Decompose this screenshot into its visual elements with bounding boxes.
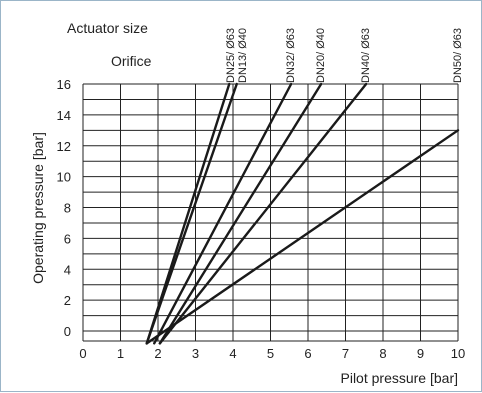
y-tick-label: 4 bbox=[64, 262, 71, 277]
series-label: DN13/ Ø40 bbox=[237, 28, 249, 83]
orifice-header: Orifice bbox=[111, 53, 152, 69]
series-label: DN32/ Ø63 bbox=[285, 28, 297, 83]
actuator-size-header: Actuator size bbox=[67, 20, 148, 36]
series-label: DN40/ Ø63 bbox=[360, 28, 372, 83]
x-tick-label: 9 bbox=[417, 346, 424, 361]
series-lines bbox=[145, 82, 460, 345]
x-tick-label: 7 bbox=[342, 346, 349, 361]
x-tick-label: 0 bbox=[79, 346, 86, 361]
x-tick-label: 6 bbox=[304, 346, 311, 361]
x-tick-label: 4 bbox=[229, 346, 236, 361]
series-line bbox=[158, 82, 323, 345]
y-tick-label: 2 bbox=[64, 293, 71, 308]
series-label: DN25/ Ø63 bbox=[225, 28, 237, 83]
y-tick-label: 16 bbox=[57, 77, 71, 92]
x-tick-label: 10 bbox=[451, 346, 465, 361]
series-line bbox=[153, 82, 293, 345]
x-axis-title: Pilot pressure [bar] bbox=[341, 370, 459, 386]
y-tick-label: 12 bbox=[57, 139, 71, 154]
series-line bbox=[145, 129, 460, 345]
y-tick-label: 0 bbox=[64, 324, 71, 339]
grid bbox=[82, 83, 459, 342]
x-axis-ticks: 0 1 2 3 4 5 6 7 8 9 10 bbox=[79, 346, 465, 361]
y-axis-title: Operating pressure [bar] bbox=[30, 132, 46, 284]
series-label: DN20/ Ø40 bbox=[315, 28, 327, 83]
x-tick-label: 5 bbox=[267, 346, 274, 361]
y-tick-label: 8 bbox=[64, 201, 71, 216]
series-label: DN50/ Ø63 bbox=[452, 28, 464, 83]
series-labels: DN25/ Ø63 DN13/ Ø40 DN32/ Ø63 DN20/ Ø40 DN40… bbox=[225, 28, 464, 83]
y-tick-label: 14 bbox=[57, 108, 71, 123]
series-line bbox=[145, 82, 231, 345]
x-tick-label: 1 bbox=[117, 346, 124, 361]
x-tick-label: 3 bbox=[192, 346, 199, 361]
x-tick-label: 2 bbox=[154, 346, 161, 361]
series-line bbox=[158, 82, 368, 345]
x-tick-label: 8 bbox=[379, 346, 386, 361]
y-tick-label: 6 bbox=[64, 231, 71, 246]
y-tick-label: 10 bbox=[57, 170, 71, 185]
y-axis-ticks: 0 2 4 6 8 10 12 14 16 bbox=[57, 77, 71, 339]
